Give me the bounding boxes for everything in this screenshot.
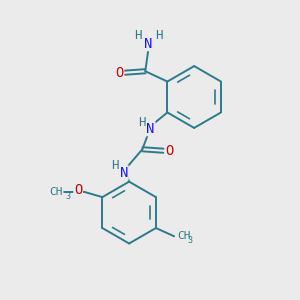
Text: N: N xyxy=(146,122,155,136)
Text: 3: 3 xyxy=(188,236,193,245)
Text: H: H xyxy=(155,29,162,42)
Text: O: O xyxy=(115,66,124,80)
Text: N: N xyxy=(120,166,128,180)
Text: N: N xyxy=(144,37,152,51)
Text: O: O xyxy=(74,183,82,197)
Text: 3: 3 xyxy=(65,192,70,201)
Text: CH: CH xyxy=(177,231,190,241)
Text: H: H xyxy=(138,116,146,129)
Text: H: H xyxy=(112,159,119,172)
Text: O: O xyxy=(165,144,174,158)
Text: H: H xyxy=(134,29,142,42)
Text: CH: CH xyxy=(49,187,63,197)
